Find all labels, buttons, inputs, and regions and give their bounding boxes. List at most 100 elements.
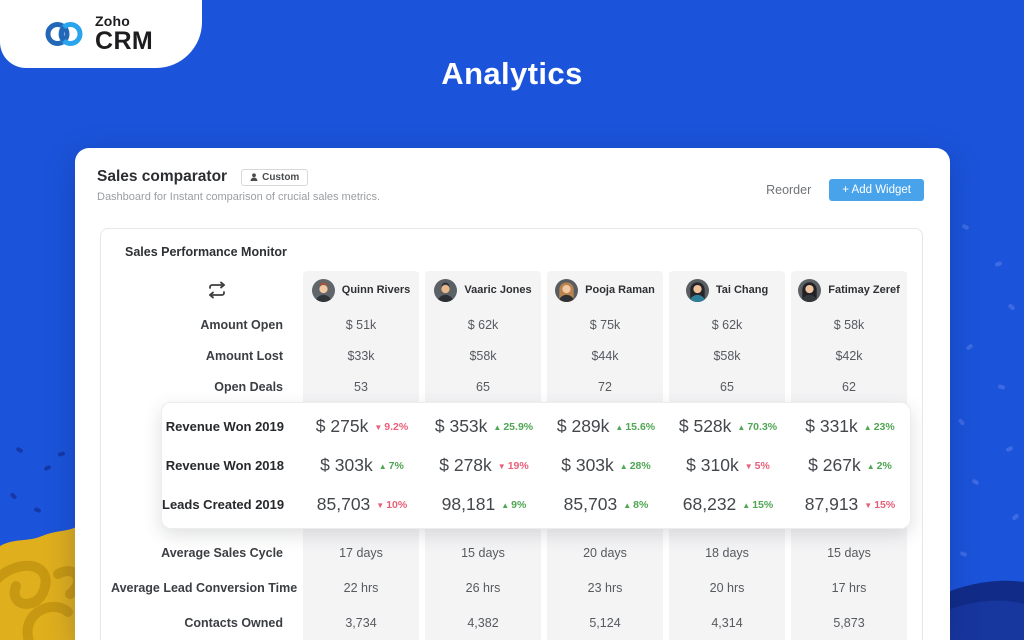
avatar <box>798 278 822 302</box>
confetti-dot <box>1007 303 1016 311</box>
metric-value: 20 hrs <box>709 580 745 595</box>
confetti-dot <box>33 506 42 514</box>
confetti-dot <box>961 223 970 231</box>
metric-value: 98,181 <box>441 494 496 514</box>
change-up: ▲ 7% <box>378 459 404 472</box>
metric-row: Amount Open $ 51k $ 62k $ 75k $ 62k $ 58k <box>111 309 912 340</box>
up-triangle-icon: ▲ <box>623 500 632 510</box>
avatar <box>434 278 458 302</box>
confetti-dot <box>997 384 1006 390</box>
metric-value: 23 hrs <box>587 580 623 595</box>
up-triangle-icon: ▲ <box>737 422 746 432</box>
person-name: Quinn Rivers <box>341 284 411 296</box>
metric-value: 3,734 <box>345 615 377 630</box>
metric-value: $44k <box>591 348 619 363</box>
metric-value: $ 528k <box>678 416 732 436</box>
sales-comparator-widget: Sales comparator Custom Dashboard for In… <box>75 148 950 640</box>
metric-value: 53 <box>354 379 368 394</box>
metric-value-cell: 98,181 ▲ 9% <box>426 494 542 515</box>
confetti-dot <box>1005 445 1014 453</box>
swap-cell <box>111 281 297 299</box>
up-triangle-icon: ▲ <box>619 461 628 471</box>
metric-value: $42k <box>835 348 863 363</box>
metric-label: Amount Lost <box>205 348 283 363</box>
metric-value: 68,232 <box>682 494 737 514</box>
metric-value-cell: $ 267k ▲ 2% <box>792 455 908 476</box>
metric-value-cell: $ 303k ▲ 28% <box>548 455 664 476</box>
widget-title: Sales comparator <box>97 168 228 185</box>
metric-value: 85,703 <box>316 494 371 514</box>
up-triangle-icon: ▲ <box>742 500 751 510</box>
person-header-vaaric-jones[interactable]: Vaaric Jones <box>425 278 541 302</box>
person-header-tai-chang[interactable]: Tai Chang <box>669 278 785 302</box>
metric-row: Contacts Owned 3,734 4,382 5,124 4,314 5,873 <box>111 605 912 640</box>
comparison-table: Quinn Rivers Vaaric Jones Pooja Raman Ta… <box>111 271 912 640</box>
metric-label: Average Lead Conversion Time <box>111 580 298 595</box>
metric-label: Open Deals <box>214 379 283 394</box>
metric-value-cell: $ 528k ▲ 70.3% <box>670 416 786 437</box>
avatar <box>311 278 335 302</box>
metric-value: 17 hrs <box>831 580 867 595</box>
person-header-pooja-raman[interactable]: Pooja Raman <box>547 278 663 302</box>
metric-value: 26 hrs <box>465 580 501 595</box>
change-up: ▲ 25.9% <box>493 420 534 433</box>
metric-value: 5,873 <box>833 615 865 630</box>
metric-value: 4,382 <box>467 615 499 630</box>
metric-value: 72 <box>598 379 612 394</box>
avatar <box>685 278 709 302</box>
custom-badge-label: Custom <box>262 171 300 183</box>
confetti-dot <box>57 451 66 457</box>
avatar <box>555 278 579 302</box>
metric-value: 20 days <box>583 545 627 560</box>
confetti-dot <box>994 260 1003 268</box>
highlight-metric-row: Revenue Won 2019 $ 275k ▼ 9.2% $ 353k ▲ 25… <box>162 407 910 446</box>
confetti-dot <box>971 478 980 486</box>
logo-crm-text: CRM <box>95 27 154 55</box>
metric-value-cell: $ 303k ▲ 7% <box>304 455 420 476</box>
change-up: ▲ 9% <box>501 498 527 511</box>
up-triangle-icon: ▲ <box>863 422 872 432</box>
metric-value-cell: $ 353k ▲ 25.9% <box>426 416 542 437</box>
metric-value: 5,124 <box>589 615 621 630</box>
metric-row: Open Deals 53 65 72 65 62 <box>111 371 912 402</box>
down-triangle-icon: ▼ <box>864 500 873 510</box>
page-title: Analytics <box>441 56 583 91</box>
metric-label: Revenue Won 2019 <box>165 419 284 434</box>
metric-value: 85,703 <box>563 494 618 514</box>
metric-value-cell: $ 331k ▲ 23% <box>792 416 908 437</box>
metric-value: 4,314 <box>711 615 743 630</box>
metric-value: 22 hrs <box>343 580 379 595</box>
sales-performance-monitor-panel: Sales Performance Monitor Quinn Rivers <box>100 228 923 640</box>
metric-value: 15 days <box>827 545 871 560</box>
down-triangle-icon: ▼ <box>376 500 385 510</box>
metric-value: $ 289k <box>556 416 610 436</box>
metric-value: $ 275k <box>315 416 369 436</box>
swap-compare-icon[interactable] <box>206 281 228 299</box>
metric-value-cell: 85,703 ▲ 8% <box>548 494 664 515</box>
people-header-row: Quinn Rivers Vaaric Jones Pooja Raman Ta… <box>111 271 912 309</box>
metric-value: $ 51k <box>345 317 377 332</box>
person-name: Pooja Raman <box>585 284 655 296</box>
metric-value: $ 62k <box>711 317 743 332</box>
metric-value-cell: $ 275k ▼ 9.2% <box>304 416 420 437</box>
metric-row: Average Sales Cycle 17 days 15 days 20 days… <box>111 535 912 570</box>
metric-value: 17 days <box>339 545 383 560</box>
person-header-fatimay-zeref[interactable]: Fatimay Zeref <box>791 278 907 302</box>
change-down: ▼ 10% <box>376 498 408 511</box>
person-header-quinn-rivers[interactable]: Quinn Rivers <box>303 278 419 302</box>
metric-value-cell: 87,913 ▼ 15% <box>792 494 908 515</box>
add-widget-button[interactable]: + Add Widget <box>829 178 924 201</box>
down-triangle-icon: ▼ <box>744 461 753 471</box>
custom-badge[interactable]: Custom <box>241 168 309 186</box>
reorder-link[interactable]: Reorder <box>766 182 812 197</box>
metric-value: $ 62k <box>467 317 499 332</box>
person-name: Tai Chang <box>715 284 769 296</box>
metric-row: Amount Lost $33k $58k $44k $58k $42k <box>111 340 912 371</box>
zoho-crm-logo[interactable]: Zoho CRM <box>0 0 202 68</box>
up-triangle-icon: ▲ <box>866 461 875 471</box>
person-name: Fatimay Zeref <box>828 284 900 296</box>
zoho-rings-icon <box>45 22 83 46</box>
logo-zoho-text: Zoho <box>95 13 131 29</box>
person-name: Vaaric Jones <box>464 284 532 296</box>
metric-value: 15 days <box>461 545 505 560</box>
